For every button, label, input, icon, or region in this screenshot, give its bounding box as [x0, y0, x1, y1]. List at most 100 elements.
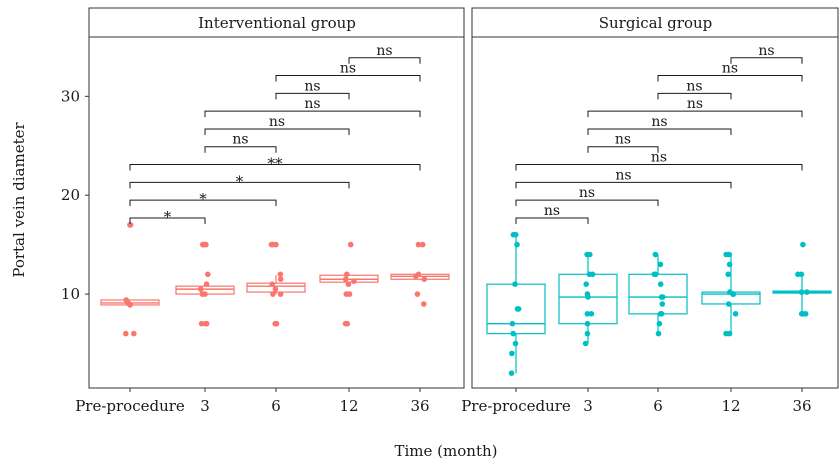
- data-point: [199, 291, 206, 297]
- bracket-label: ns: [579, 185, 595, 201]
- bracket-label: ns: [376, 43, 392, 59]
- data-point: [277, 271, 284, 278]
- bracket-label: ns: [304, 96, 320, 112]
- data-point: [798, 289, 805, 295]
- bracket-line: [587, 146, 659, 153]
- bracket-line: [657, 92, 732, 100]
- bracket-label: *: [236, 172, 244, 190]
- data-point: [589, 271, 596, 278]
- box-Pre-procedure: [486, 234, 546, 374]
- significance-bracket: ns: [657, 78, 732, 100]
- bracket-label: ns: [758, 43, 774, 59]
- bracket-label: *: [164, 208, 172, 226]
- bracket-line: [515, 199, 659, 207]
- data-point: [588, 311, 595, 317]
- data-point: [509, 320, 516, 327]
- data-point: [268, 241, 275, 248]
- significance-bracket: *: [129, 190, 277, 208]
- bracket-label: ns: [304, 78, 320, 94]
- data-point: [659, 301, 666, 307]
- significance-bracket: ns: [515, 167, 732, 189]
- panel-interventional: Interventional group*****nsnsnsnsnsnsPre…: [75, 7, 465, 415]
- significance-bracket: ns: [275, 61, 421, 82]
- significance-bracket: ns: [204, 114, 350, 135]
- x-tick-label: 36: [792, 397, 811, 415]
- bracket-label: ns: [340, 61, 356, 77]
- bracket-label: ns: [687, 96, 703, 112]
- data-point: [655, 330, 662, 337]
- bracket-label: ns: [615, 132, 631, 148]
- significance-bracket: ns: [204, 132, 277, 153]
- panel-title: Interventional group: [198, 14, 356, 32]
- bracket-label: ns: [232, 132, 248, 148]
- data-point: [342, 276, 349, 283]
- significance-bracket: ns: [275, 78, 350, 100]
- data-point: [272, 286, 279, 292]
- bracket-label: **: [268, 155, 284, 173]
- bracket-line: [204, 146, 277, 153]
- data-point: [414, 291, 421, 297]
- significance-bracket: ns: [657, 61, 803, 82]
- data-point: [413, 273, 419, 280]
- significance-bracket: ns: [587, 114, 732, 135]
- significance-bracket: ns: [587, 132, 659, 153]
- x-tick-label: 12: [339, 397, 358, 415]
- panel-border: [88, 36, 465, 389]
- data-point: [587, 251, 593, 258]
- significance-bracket: **: [129, 155, 421, 173]
- data-point: [345, 281, 352, 288]
- data-point: [127, 302, 133, 308]
- data-point: [421, 276, 428, 283]
- data-point: [583, 281, 589, 288]
- significance-bracket: *: [129, 208, 206, 226]
- data-point: [510, 231, 517, 238]
- panels-layer: Interventional group*****nsnsnsnsnsnsPre…: [75, 7, 839, 415]
- panel-border: [471, 36, 839, 389]
- data-point: [202, 320, 209, 327]
- x-axis-title: Time (month): [395, 442, 498, 460]
- data-point: [798, 311, 805, 317]
- bracket-label: ns: [722, 61, 738, 77]
- data-point: [652, 271, 659, 278]
- bracket-line: [129, 164, 421, 171]
- significance-bracket: ns: [515, 203, 589, 224]
- bracket-line: [204, 110, 421, 118]
- data-point: [512, 281, 518, 288]
- data-point: [732, 311, 739, 317]
- data-point: [795, 271, 801, 278]
- data-point: [347, 241, 354, 248]
- panel-strip: [88, 7, 465, 38]
- panel-title: Surgical group: [599, 14, 712, 32]
- data-point: [725, 301, 732, 307]
- data-point: [584, 320, 591, 327]
- data-point: [200, 241, 206, 248]
- data-point: [659, 294, 666, 300]
- y-tick-label: 20: [61, 186, 80, 204]
- data-point: [726, 251, 732, 258]
- significance-bracket: ns: [348, 43, 421, 64]
- panel-strip: [471, 7, 839, 38]
- data-point: [198, 286, 204, 292]
- data-point: [510, 330, 516, 337]
- data-point: [344, 271, 350, 278]
- bracket-label: ns: [544, 203, 560, 219]
- x-tick-label: 12: [721, 397, 740, 415]
- data-point: [584, 330, 591, 337]
- panel-surgical: Surgical group ns ns ns ns ns ns ns ns ns ns Pre-pr…: [461, 7, 839, 415]
- data-point: [584, 311, 591, 317]
- data-point: [123, 330, 129, 337]
- bracket-line: [730, 57, 803, 64]
- bracket-line: [515, 217, 589, 224]
- data-point: [725, 271, 731, 278]
- data-point: [509, 350, 515, 357]
- x-tick-label: 6: [271, 397, 281, 415]
- data-point: [131, 330, 137, 337]
- x-tick-label: 3: [583, 397, 593, 415]
- y-tick-label: 30: [61, 87, 80, 105]
- data-point: [652, 251, 659, 258]
- data-point: [800, 241, 806, 248]
- bracket-line: [587, 128, 732, 135]
- significance-bracket: ns: [587, 96, 803, 118]
- x-tick-label: Pre-procedure: [75, 397, 185, 415]
- x-tick-label: Pre-procedure: [461, 397, 571, 415]
